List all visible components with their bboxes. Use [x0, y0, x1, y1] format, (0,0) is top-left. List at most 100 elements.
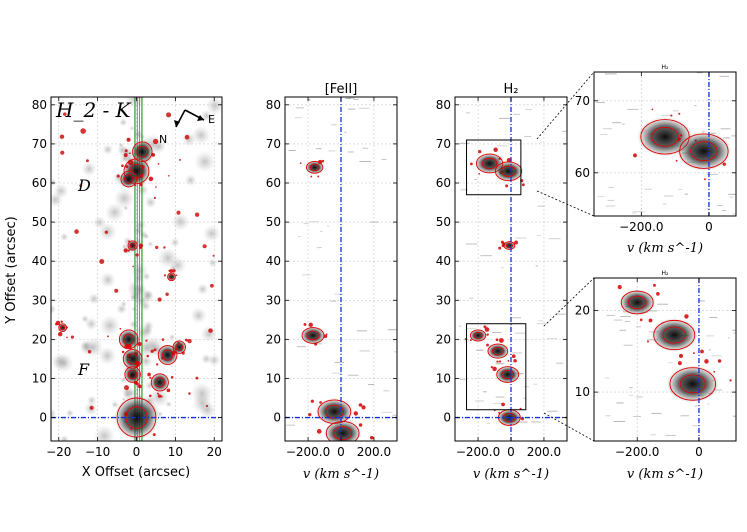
jet-haze [134, 219, 147, 231]
jet-haze [143, 233, 150, 240]
noise-streak [729, 196, 734, 198]
noise-haze [60, 232, 69, 242]
plot-background [594, 278, 736, 441]
red-contour-island [166, 112, 172, 118]
noise-streak [460, 189, 468, 191]
emission-blob [315, 398, 354, 426]
contour-inner [154, 377, 165, 388]
noise-streak [362, 147, 369, 149]
contour-fleck [163, 274, 167, 277]
contour-fleck [486, 333, 489, 336]
noise-haze [113, 187, 135, 209]
contour-fleck [170, 375, 174, 379]
contour-fleck [369, 435, 374, 440]
noise-streak [665, 434, 677, 436]
red-contour-island [165, 292, 169, 297]
noise-streak [334, 362, 344, 364]
noise-haze [80, 340, 91, 352]
contour-outer [118, 329, 139, 350]
noise-streak [523, 397, 527, 399]
noise-haze [208, 258, 218, 268]
y-tick-label: 30 [266, 293, 281, 307]
noise-streak [303, 223, 309, 225]
contour-fleck [469, 339, 472, 342]
filter-label: H_2 - K [55, 98, 132, 122]
contour-fleck [493, 147, 498, 152]
noise-streak [474, 400, 485, 402]
emission-blob [131, 140, 154, 163]
noise-haze [196, 283, 209, 296]
contour-inner [505, 242, 513, 249]
contour-fleck [144, 445, 147, 448]
y-axis-label-image: Y Offset (arcsec) [4, 216, 19, 325]
noise-streak [515, 421, 528, 423]
jet-haze [147, 241, 154, 247]
contour-fleck [653, 283, 656, 287]
h2-zoom-top-panel: −200.0 0 60 70 [575, 71, 737, 234]
red-contour-island [127, 159, 134, 166]
noise-haze [190, 307, 207, 324]
noise-streak [629, 387, 633, 389]
y-tick-label: 80 [32, 98, 47, 112]
contour-fleck [147, 372, 151, 377]
contour-fleck [156, 392, 159, 395]
contour-fleck [514, 240, 519, 245]
contour-fleck [353, 411, 359, 416]
contour-fleck [116, 174, 120, 178]
contour-fleck [717, 359, 722, 363]
red-contour-island [161, 356, 164, 360]
noise-streak [605, 415, 611, 417]
noise-streak [622, 123, 625, 125]
x-axis-label-feii: v (km s^-1) [303, 467, 379, 482]
noise-streak [483, 391, 487, 393]
noise-streak [515, 237, 527, 239]
noise-haze [99, 271, 116, 288]
contour-fleck [617, 285, 622, 290]
contour-inner [333, 426, 353, 441]
red-contour-island [209, 283, 214, 288]
contour-fleck [137, 342, 142, 347]
contour-fleck [633, 153, 637, 158]
contour-outer [172, 340, 186, 354]
contour-fleck [511, 354, 516, 359]
emission-blob [114, 395, 159, 441]
emission-blob [650, 318, 698, 352]
jet-haze [116, 303, 128, 315]
contour-fleck [130, 169, 133, 171]
noise-streak [664, 195, 674, 197]
noise-haze [51, 408, 57, 420]
y-tick-label: 70 [575, 94, 590, 108]
red-contour-island [114, 288, 119, 293]
noise-streak [381, 411, 393, 413]
contour-fleck [146, 354, 150, 358]
x-tick-label: 10 [168, 445, 183, 459]
contour-fleck [496, 360, 499, 363]
noise-streak [644, 188, 652, 190]
plot-area [594, 72, 736, 216]
noise-streak [334, 293, 343, 295]
contour-fleck [139, 174, 144, 178]
contour-fleck [148, 176, 154, 182]
noise-streak [347, 151, 354, 153]
noise-haze [99, 315, 121, 336]
contour-fleck [704, 359, 709, 364]
contour-fleck [703, 178, 706, 181]
red-contour-island [195, 376, 199, 380]
noise-haze [59, 434, 70, 441]
y-tick-label: 20 [575, 304, 590, 318]
noise-streak [723, 137, 731, 139]
noise-streak [556, 313, 566, 315]
noise-streak [492, 332, 502, 334]
noise-streak [302, 274, 311, 276]
contour-inner [492, 346, 504, 356]
contour-fleck [303, 322, 307, 326]
contour-fleck [507, 359, 510, 362]
noise-streak [344, 131, 347, 133]
jet-haze [143, 289, 153, 300]
zoom-box [466, 323, 527, 411]
noise-haze [93, 425, 116, 441]
plot-area [285, 97, 397, 441]
contour-fleck [145, 339, 148, 342]
noise-streak [692, 425, 698, 427]
